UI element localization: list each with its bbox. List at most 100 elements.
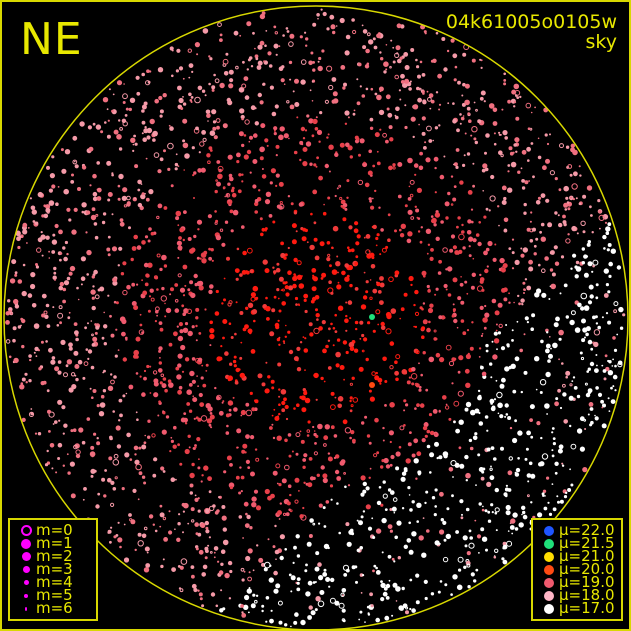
star (481, 371, 487, 377)
star (102, 212, 107, 216)
star (404, 78, 410, 84)
star (53, 266, 57, 271)
star (229, 463, 233, 467)
star (273, 270, 277, 274)
star (51, 184, 56, 189)
star (521, 186, 526, 190)
star (302, 506, 305, 510)
star (313, 163, 317, 167)
star (38, 367, 42, 371)
star (229, 176, 231, 178)
star (508, 456, 513, 461)
star (89, 451, 96, 457)
star (466, 152, 471, 156)
star (370, 87, 374, 91)
star (177, 335, 184, 342)
star (205, 529, 210, 534)
star (240, 475, 245, 480)
star (378, 206, 381, 209)
star (399, 228, 402, 232)
star (170, 477, 176, 483)
star (458, 568, 462, 572)
star (367, 321, 371, 325)
star (309, 89, 312, 92)
star (441, 37, 446, 41)
star (377, 290, 382, 294)
star (495, 329, 498, 332)
star (187, 330, 193, 337)
star (61, 405, 66, 410)
star (358, 153, 361, 157)
star (433, 513, 437, 517)
star (234, 380, 239, 385)
star (392, 60, 396, 64)
star (128, 107, 132, 112)
star (312, 61, 315, 64)
star (279, 126, 285, 132)
star (242, 537, 245, 539)
star (174, 528, 176, 530)
star (141, 533, 147, 539)
star (240, 341, 243, 344)
star (113, 375, 117, 379)
star (71, 173, 74, 177)
star (204, 507, 211, 515)
star (177, 353, 183, 359)
star (356, 78, 359, 81)
star (468, 236, 474, 242)
star (540, 193, 546, 199)
star (413, 458, 419, 464)
star (57, 457, 61, 460)
star (227, 100, 233, 106)
star (270, 379, 275, 384)
star (399, 233, 405, 238)
star (443, 454, 448, 459)
star (198, 285, 204, 291)
star (218, 410, 224, 416)
star (345, 142, 350, 148)
star (318, 175, 323, 181)
star (317, 60, 320, 63)
star (328, 280, 332, 285)
star (288, 454, 292, 458)
star (395, 600, 398, 602)
star (345, 522, 350, 527)
star (330, 391, 335, 396)
star (340, 592, 345, 597)
star (91, 207, 96, 212)
star (323, 435, 329, 441)
star (450, 460, 457, 467)
star (558, 337, 562, 341)
star (194, 446, 197, 449)
star (143, 101, 148, 106)
star (209, 344, 212, 347)
star (197, 168, 202, 173)
star (135, 75, 140, 80)
star (395, 377, 399, 382)
star (339, 142, 345, 148)
star (133, 349, 139, 356)
star (371, 371, 376, 376)
star (281, 400, 286, 406)
star (407, 197, 412, 201)
star (410, 48, 415, 52)
star (367, 526, 373, 531)
star (426, 529, 430, 533)
star (465, 472, 471, 479)
star (226, 424, 229, 428)
star (392, 166, 396, 170)
star (477, 119, 482, 124)
star (503, 297, 508, 302)
star (582, 230, 586, 234)
star (215, 179, 218, 182)
star (159, 327, 164, 332)
star (325, 500, 330, 504)
star (239, 108, 245, 114)
star (167, 142, 174, 150)
star (246, 247, 253, 254)
star (81, 165, 87, 170)
star (280, 389, 287, 395)
star (241, 180, 244, 183)
star (585, 326, 591, 332)
star (516, 96, 520, 99)
